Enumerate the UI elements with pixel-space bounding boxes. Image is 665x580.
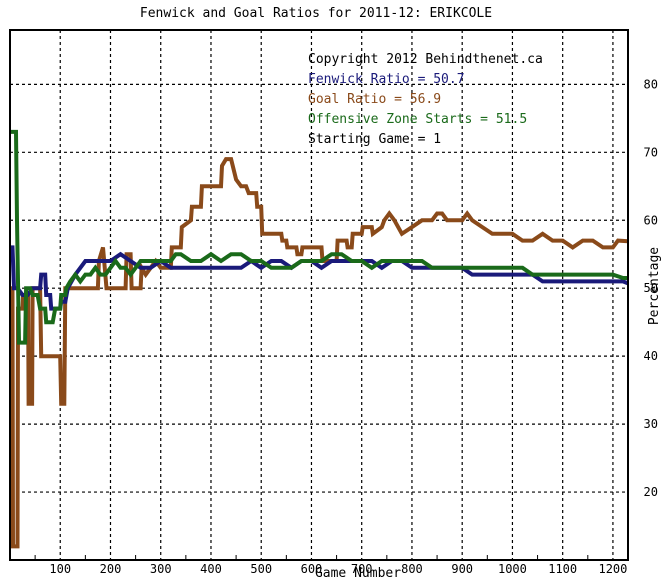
annotation-line: Copyright 2012 Behindthenet.ca bbox=[308, 52, 543, 67]
y-tick-label: 80 bbox=[644, 77, 658, 91]
legend-annotations: Copyright 2012 Behindthenet.ca Fenwick Ra… bbox=[308, 52, 543, 147]
chart-title: Fenwick and Goal Ratios for 2011-12: ERI… bbox=[140, 6, 492, 21]
series-layer bbox=[10, 129, 629, 549]
y-tick-label: 20 bbox=[644, 485, 658, 499]
x-tick-label: 800 bbox=[401, 562, 423, 576]
y-tick-label: 50 bbox=[644, 281, 658, 295]
x-tick-label: 1100 bbox=[548, 562, 577, 576]
y-axis-ticks: 20 30 40 50 60 70 80 bbox=[644, 77, 658, 499]
y-tick-label: 60 bbox=[644, 213, 658, 227]
annotation-line: Offensive Zone Starts = 51.5 bbox=[308, 112, 527, 127]
y-tick-label: 40 bbox=[644, 349, 658, 363]
x-tick-label: 700 bbox=[351, 562, 373, 576]
y-tick-label: 70 bbox=[644, 145, 658, 159]
x-tick-label: 100 bbox=[49, 562, 71, 576]
x-axis-label: Game Number bbox=[315, 566, 401, 580]
y-axis-label: Percentage bbox=[647, 247, 662, 325]
x-tick-label: 300 bbox=[150, 562, 172, 576]
series-line-3 bbox=[10, 129, 628, 345]
plot-frame bbox=[9, 29, 629, 561]
x-tick-label: 1000 bbox=[498, 562, 527, 576]
plot-area bbox=[10, 30, 628, 560]
x-tick-label: 200 bbox=[100, 562, 122, 576]
y-tick-label: 30 bbox=[644, 417, 658, 431]
x-tick-label: 900 bbox=[451, 562, 473, 576]
annotation-line: Goal Ratio = 56.9 bbox=[308, 92, 441, 107]
x-tick-label: 600 bbox=[301, 562, 323, 576]
x-tick-label: 1200 bbox=[598, 562, 627, 576]
x-tick-label: 500 bbox=[250, 562, 272, 576]
annotation-line: Fenwick Ratio = 50.7 bbox=[308, 72, 465, 87]
series-line-1 bbox=[10, 157, 629, 549]
annotation-line: Starting Game = 1 bbox=[308, 132, 441, 147]
x-tick-label: 400 bbox=[200, 562, 222, 576]
x-axis-ticks: 100 200 300 400 500 600 700 800 900 1000 1100 1200 bbox=[34, 555, 627, 576]
